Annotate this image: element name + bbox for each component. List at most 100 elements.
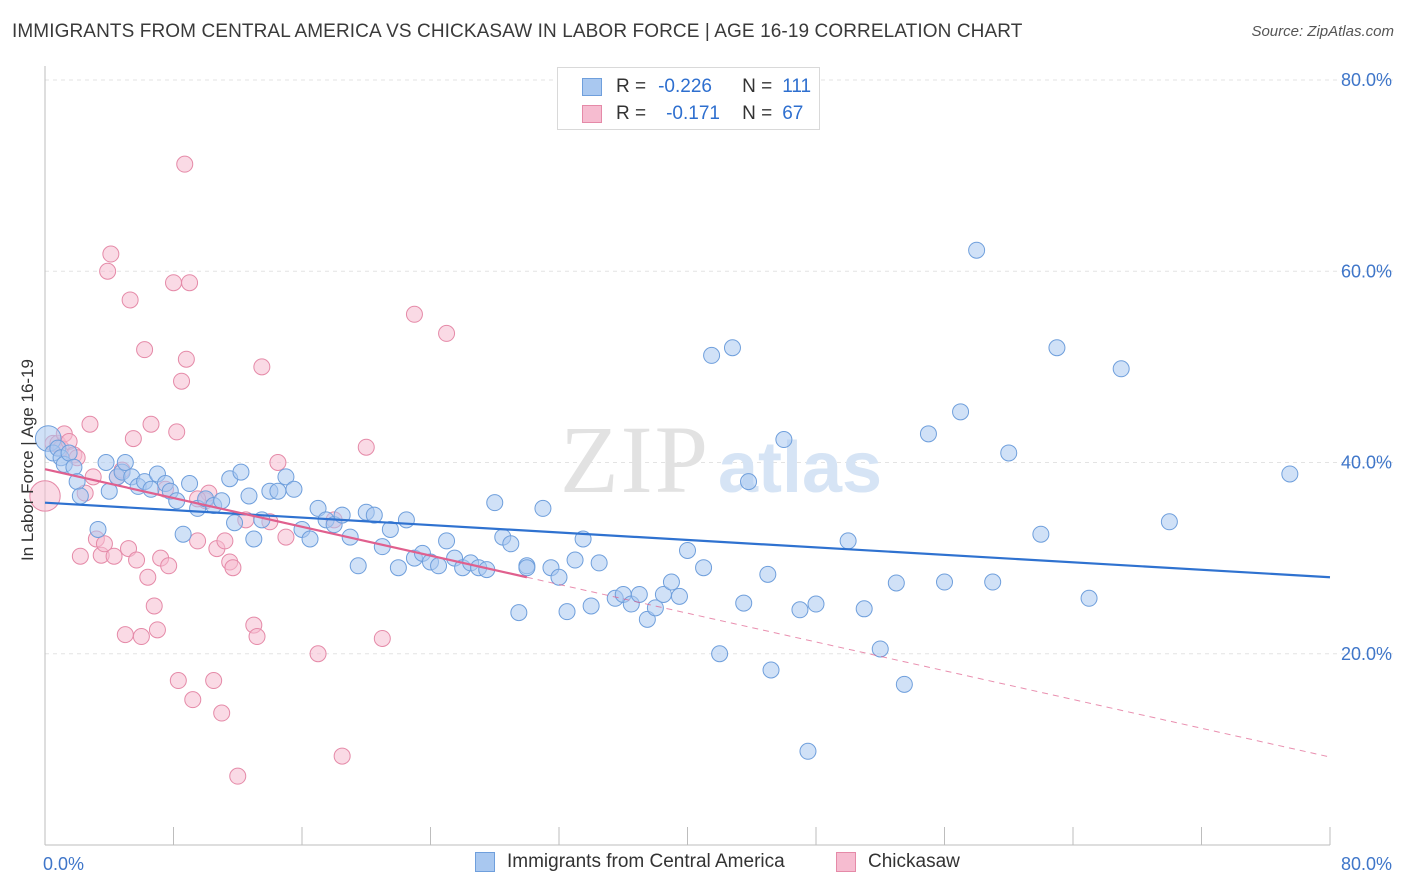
central-america-point — [60, 444, 78, 462]
n-label: N = — [742, 76, 773, 97]
chickasaw-point — [357, 438, 375, 456]
central-america-point — [646, 599, 664, 617]
central-america-point — [174, 525, 192, 543]
chickasaw-point — [95, 535, 113, 553]
central-america-point — [1048, 339, 1066, 357]
central-america-point — [397, 511, 415, 529]
chickasaw-point — [169, 672, 187, 690]
central-america-point — [1160, 513, 1178, 531]
chickasaw-point — [81, 415, 99, 433]
chickasaw-point — [205, 672, 223, 690]
central-america-point — [968, 241, 986, 259]
chickasaw-point — [269, 454, 287, 471]
central-america-point — [245, 530, 263, 548]
central-america-point — [389, 559, 407, 577]
central-america-point — [65, 458, 83, 476]
central-america-trend-line — [44, 501, 1331, 579]
chickasaw-point — [184, 691, 202, 709]
r-value: -0.226 — [658, 76, 712, 97]
chickasaw-point — [71, 547, 89, 565]
chickasaw-point — [224, 559, 242, 577]
central-america-point — [226, 514, 244, 532]
central-america-point — [116, 454, 134, 471]
central-america-point — [232, 463, 250, 481]
watermark-zip: ZIP — [560, 406, 710, 513]
central-america-point — [799, 742, 817, 760]
chickasaw-point — [216, 532, 234, 550]
chickasaw-point — [309, 645, 327, 663]
x-tick-label: 80.0% — [1341, 854, 1392, 874]
r-label: R = — [616, 103, 647, 124]
central-america-point — [735, 594, 753, 612]
central-america-point — [566, 551, 584, 569]
y-tick-label: 80.0% — [1341, 70, 1392, 90]
central-america-point — [502, 535, 520, 553]
legend-item-chickasaw: Chickasaw — [836, 851, 960, 873]
chickasaw-point — [116, 626, 134, 644]
chickasaw-point — [213, 704, 231, 722]
n-value: 111 — [782, 76, 812, 97]
central-america-point — [871, 640, 889, 658]
chickasaw-point — [253, 358, 271, 376]
legend-swatch-pink — [582, 105, 602, 123]
tick-labels: 20.0% 40.0% 60.0% 80.0% 0.0% 80.0% — [43, 70, 1392, 874]
chickasaw-point — [124, 430, 142, 448]
chickasaw-point — [373, 629, 391, 647]
trend-lines — [44, 468, 1331, 758]
watermark-atlas: atlas — [718, 428, 882, 508]
central-america-point — [550, 568, 568, 586]
central-america-point — [711, 645, 729, 663]
n-value: 67 — [782, 103, 804, 124]
central-america-point — [887, 574, 905, 592]
chickasaw-point — [160, 557, 178, 575]
legend-label-central-america: Immigrants from Central America — [507, 851, 785, 872]
central-america-point — [558, 603, 576, 621]
central-america-point — [919, 425, 937, 443]
central-america-point — [679, 541, 696, 559]
legend-item-central-america: Immigrants from Central America — [475, 851, 785, 873]
watermark: ZIP atlas — [560, 406, 882, 513]
central-america-point — [723, 339, 741, 357]
central-america-point — [486, 494, 504, 512]
legend-row-chickasaw: R = -0.171 N = 67 — [582, 101, 803, 127]
n-label: N = — [742, 103, 773, 124]
chickasaw-point — [105, 547, 123, 565]
gridlines — [45, 79, 1395, 655]
y-axis-label: In Labor Force | Age 16-19 — [18, 359, 37, 561]
chickasaw-point — [128, 551, 146, 569]
central-america-point — [855, 600, 873, 618]
y-tick-label: 40.0% — [1341, 453, 1392, 473]
chickasaw-point — [84, 468, 102, 486]
legend-label-chickasaw: Chickasaw — [868, 851, 960, 872]
chickasaw-point — [145, 597, 163, 615]
central-america-point — [71, 487, 89, 505]
central-america-point — [277, 468, 295, 486]
y-tick-label: 20.0% — [1341, 644, 1392, 664]
chickasaw-point — [229, 767, 247, 785]
correlation-legend: R = -0.226 N = 111 R = -0.171 N = 67 — [557, 67, 820, 130]
chickasaw-point — [176, 155, 194, 173]
central-america-point — [807, 595, 825, 613]
central-america-point — [510, 604, 528, 622]
central-america-point — [97, 454, 115, 471]
chickasaw-point — [438, 324, 456, 342]
central-america-point — [839, 532, 857, 550]
central-america-point — [895, 675, 913, 693]
central-america-point — [240, 487, 258, 505]
legend-swatch-pink — [836, 852, 856, 872]
central-america-point — [285, 480, 303, 498]
central-america-point — [438, 532, 456, 550]
central-america-point — [1032, 525, 1050, 543]
central-america-point — [936, 573, 953, 591]
chickasaw-point — [148, 621, 166, 639]
central-america-point — [775, 431, 793, 449]
central-america-point — [759, 565, 777, 583]
chickasaw-point — [132, 628, 150, 646]
series-legend: Immigrants from Central America Chickasa… — [0, 851, 1406, 879]
source-label: Source: ZipAtlas.com — [1251, 23, 1394, 40]
chart-title: IMMIGRANTS FROM CENTRAL AMERICA VS CHICK… — [12, 21, 1023, 42]
y-tick-label: 60.0% — [1341, 261, 1392, 281]
central-america-point — [430, 557, 448, 575]
central-america-point — [365, 506, 383, 524]
central-america-point — [1281, 465, 1299, 483]
